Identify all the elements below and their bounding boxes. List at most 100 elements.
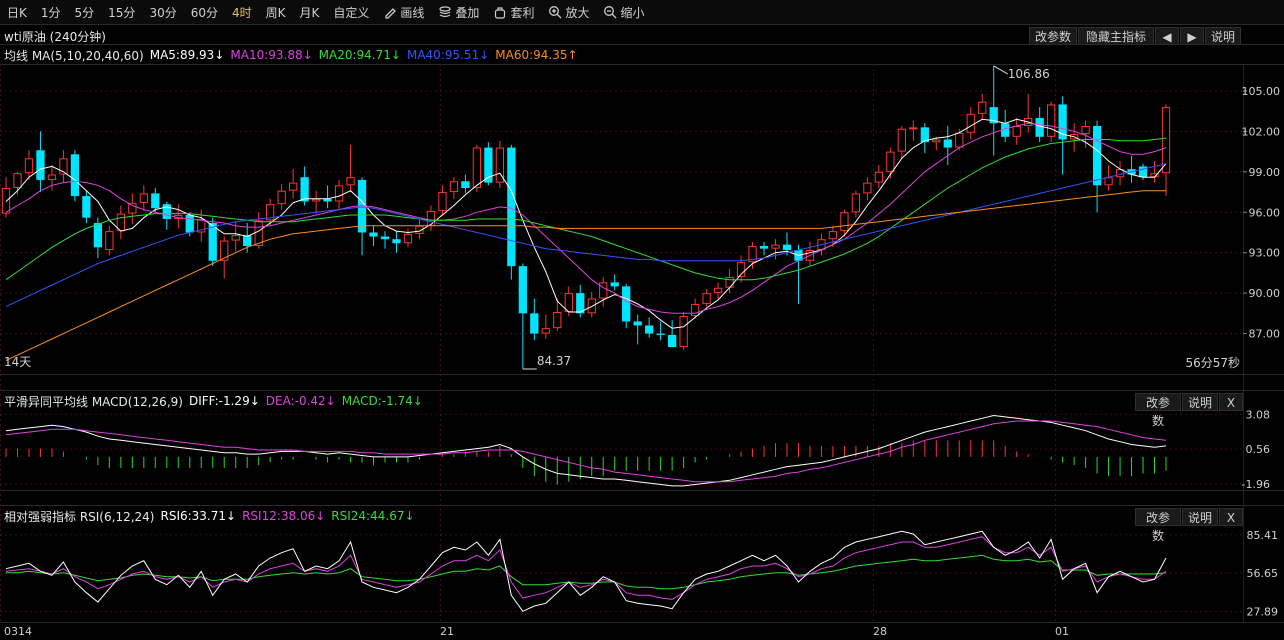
candle-body-down <box>943 139 952 148</box>
rsi-tick-label: 56.65 <box>1247 567 1279 580</box>
macd-btn-0[interactable]: 改参数 <box>1135 393 1181 428</box>
candle-body-up <box>277 190 286 205</box>
candle-body-down <box>82 196 91 218</box>
candle-body-up <box>541 328 550 334</box>
legend-value: RSI24:44.67↓ <box>331 509 415 523</box>
candle-body-up <box>59 158 68 175</box>
rsi-btn-1[interactable]: 说明 <box>1182 508 1218 526</box>
period-tab-6[interactable]: 4时 <box>232 5 252 20</box>
candle-body-up <box>254 220 263 246</box>
candle-body-up <box>897 128 906 152</box>
candle-body-up <box>679 316 688 348</box>
candle-body-up <box>587 298 596 314</box>
macd-dea-line <box>5 420 1167 483</box>
legend-value: RSI12:38.06↓ <box>242 509 326 523</box>
candle-body-up <box>116 213 125 232</box>
tool-label: 套利 <box>510 5 535 20</box>
macd-btn-1[interactable]: 说明 <box>1182 393 1218 411</box>
rsi12-line <box>5 536 1167 600</box>
candle-body-up <box>564 293 573 312</box>
candle-body-up <box>863 182 872 194</box>
legend-value: DIFF:-1.29↓ <box>188 394 260 408</box>
chart-title: wti原油 (240分钟) <box>4 29 106 44</box>
candle-body-down <box>656 333 665 335</box>
macd-legend: 平滑异同平均线 MACD(12,26,9) DIFF:-1.29↓ DEA:-0.… <box>0 391 1284 411</box>
price-tick-label: 96.00 <box>1249 206 1281 219</box>
candle-body-down <box>300 177 309 202</box>
candle-body-down <box>576 293 585 314</box>
x-axis-label: 01 <box>1055 625 1069 638</box>
tool-stack-button[interactable]: 叠加 <box>431 4 486 21</box>
candle-body-up <box>334 185 344 202</box>
candle-body-up <box>886 151 895 172</box>
candle-body-up <box>426 210 436 226</box>
title-btn-2[interactable]: ◀ <box>1155 27 1179 45</box>
rsi-tick-label: 85.41 <box>1247 529 1279 542</box>
tool-bag-button[interactable]: 套利 <box>486 4 541 21</box>
candle-body-up <box>874 171 884 183</box>
period-tab-2[interactable]: 5分 <box>74 5 95 20</box>
candle-body-up <box>851 193 861 213</box>
rsi24-line <box>6 554 1167 590</box>
candle-body-down <box>208 223 217 261</box>
candle-body-up <box>472 147 482 188</box>
candle-body-up <box>599 282 608 299</box>
rsi-btn-2[interactable]: X <box>1219 508 1243 526</box>
title-btn-3[interactable]: ▶ <box>1180 27 1204 45</box>
candle-body-up <box>197 219 206 233</box>
title-btn-4[interactable]: 说明 <box>1205 27 1241 45</box>
period-tab-3[interactable]: 15分 <box>108 5 136 20</box>
legend-value: MA60:94.35↑ <box>495 48 578 62</box>
candle-body-up <box>909 127 918 130</box>
ma-label: 均线 MA(5,10,20,40,60) <box>4 48 144 63</box>
period-toolbar: 日K 1分 5分 15分 30分 60分 4时 周K 月K 自定义 画线 叠加 套利 放大 缩小 <box>0 0 1284 25</box>
legend-value: RSI6:33.71↓ <box>160 509 237 523</box>
period-tab-7[interactable]: 周K <box>265 5 286 20</box>
candle-body-up <box>828 231 838 240</box>
macd-tick-label: -1.96 <box>1242 478 1270 491</box>
candle-body-up <box>932 139 941 143</box>
candle-body-up <box>1069 134 1079 140</box>
price-tick-label: 105.00 <box>1242 85 1281 98</box>
stack-icon <box>439 5 452 17</box>
candle-body-down <box>323 198 332 202</box>
period-tab-0[interactable]: 日K <box>7 5 27 20</box>
price-tick-label: 87.00 <box>1249 328 1281 341</box>
candle-body-down <box>70 154 80 197</box>
pencil-icon <box>385 7 397 19</box>
period-tab-8[interactable]: 月K <box>299 5 320 20</box>
price-tick-label: 102.00 <box>1242 125 1281 138</box>
title-btn-0[interactable]: 改参数 <box>1029 27 1077 45</box>
zoom-in-icon <box>549 5 562 18</box>
period-tab-5[interactable]: 60分 <box>190 5 218 20</box>
rsi-tick-label: 27.89 <box>1247 605 1279 618</box>
candle-body-down <box>484 147 493 183</box>
tool-label: 放大 <box>565 5 590 20</box>
candle-body-up <box>1047 104 1056 137</box>
price-tick-label: 99.00 <box>1249 166 1281 179</box>
candle-body-up <box>1115 169 1125 178</box>
ma-line-ma20 <box>5 137 1167 281</box>
candle-body-up <box>128 202 137 214</box>
period-tab-9[interactable]: 自定义 <box>333 5 370 20</box>
macd-btn-2[interactable]: X <box>1219 393 1243 411</box>
candle-body-up <box>415 225 424 234</box>
candle-body-up <box>1 188 11 214</box>
tool-label: 画线 <box>400 5 425 20</box>
candle-body-up <box>713 287 723 294</box>
tool-pencil-button[interactable]: 画线 <box>376 4 431 21</box>
time-span-label: 14天 <box>4 355 31 369</box>
rsi-btn-0[interactable]: 改参数 <box>1135 508 1181 543</box>
candle-body-up <box>1104 177 1113 186</box>
tool-zoom-in-button[interactable]: 放大 <box>541 4 596 21</box>
period-tab-1[interactable]: 1分 <box>40 5 61 20</box>
candle-body-down <box>989 107 998 124</box>
period-tab-4[interactable]: 30分 <box>149 5 177 20</box>
candle-body-up <box>1150 173 1159 178</box>
rsi-label: 相对强弱指标 RSI(6,12,24) <box>4 509 155 524</box>
candle-body-down <box>36 150 45 180</box>
price-tick-label: 93.00 <box>1249 247 1281 260</box>
title-btn-1[interactable]: 隐藏主指标 <box>1078 27 1154 45</box>
tool-zoom-out-button[interactable]: 缩小 <box>596 4 651 21</box>
